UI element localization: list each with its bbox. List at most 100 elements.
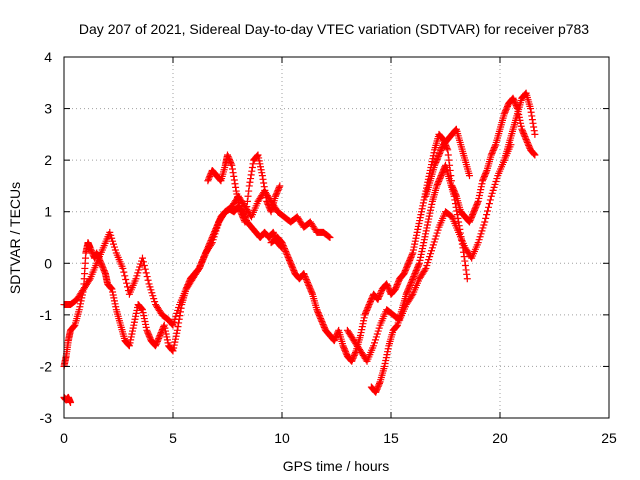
data-point — [480, 172, 488, 180]
y-tick-label: 2 — [44, 152, 52, 168]
data-point — [474, 199, 482, 207]
data-point — [204, 177, 212, 185]
data-point — [470, 208, 478, 216]
data-point — [127, 336, 135, 344]
data-point — [471, 205, 479, 213]
data-point — [285, 256, 293, 264]
data-point — [403, 262, 411, 270]
data-point — [484, 207, 492, 215]
data-point — [332, 332, 340, 340]
data-point — [467, 214, 475, 222]
data-point — [414, 262, 422, 270]
data-point — [460, 248, 468, 256]
data-point — [87, 245, 95, 253]
data-point — [302, 275, 310, 283]
data-point — [162, 330, 170, 338]
data-point — [263, 199, 271, 207]
data-point — [434, 179, 442, 187]
data-point — [210, 233, 218, 241]
data-point — [317, 316, 325, 324]
data-point — [263, 197, 271, 205]
data-point — [469, 211, 477, 219]
data-point — [138, 306, 146, 314]
data-point — [106, 228, 114, 236]
data-point — [109, 237, 117, 245]
data-point — [488, 189, 496, 197]
data-point — [145, 331, 153, 339]
data-point — [434, 226, 442, 234]
data-point — [375, 294, 383, 302]
data-point — [372, 333, 380, 341]
data-point — [431, 161, 439, 169]
data-point — [160, 323, 168, 331]
data-point — [142, 320, 150, 328]
data-point — [155, 334, 163, 342]
data-point — [148, 289, 156, 297]
data-point — [70, 323, 78, 331]
y-tick-label: -3 — [40, 410, 53, 426]
data-point — [151, 298, 159, 306]
data-point — [270, 230, 278, 238]
data-point — [417, 250, 425, 258]
data-point — [492, 178, 500, 186]
data-point — [433, 229, 441, 237]
data-point — [143, 273, 151, 281]
data-point — [404, 261, 412, 269]
data-point — [169, 321, 177, 329]
data-point — [288, 262, 296, 270]
x-tick-label: 25 — [601, 430, 617, 446]
data-point — [518, 125, 526, 133]
data-point — [248, 167, 256, 175]
data-point — [245, 187, 253, 195]
data-point — [124, 283, 132, 291]
data-point — [363, 305, 371, 313]
data-point — [522, 136, 530, 144]
data-point — [424, 259, 432, 267]
data-point — [490, 145, 498, 153]
data-point — [426, 253, 434, 261]
data-point — [404, 259, 412, 267]
data-point — [444, 146, 452, 154]
data-point — [510, 97, 518, 105]
data-point — [307, 287, 315, 295]
data-point — [477, 186, 485, 194]
data-point — [406, 256, 414, 264]
data-point — [140, 261, 148, 269]
data-point — [208, 239, 216, 247]
data-point — [418, 245, 426, 253]
data-point — [275, 183, 283, 191]
data-point — [433, 182, 441, 190]
data-point — [503, 104, 511, 112]
data-point — [409, 246, 417, 254]
data-point — [224, 151, 231, 159]
data-point — [164, 339, 172, 347]
data-point — [227, 160, 235, 168]
data-point — [470, 206, 478, 214]
data-point — [510, 96, 518, 104]
data-point — [429, 152, 437, 160]
data-point — [325, 233, 333, 241]
data-point — [257, 166, 265, 174]
data-point — [86, 244, 94, 252]
data-point — [342, 348, 350, 356]
data-point — [528, 112, 536, 120]
y-tick-label: 3 — [44, 101, 52, 117]
data-point — [93, 249, 101, 257]
data-point — [530, 123, 538, 131]
data-point — [393, 281, 401, 289]
data-point — [211, 230, 219, 238]
data-point — [489, 186, 497, 194]
data-point — [530, 150, 538, 158]
data-point — [407, 253, 415, 261]
data-point — [162, 327, 170, 335]
data-point — [479, 175, 487, 183]
data-point — [255, 154, 263, 162]
data-point — [87, 247, 95, 255]
data-point — [129, 324, 137, 332]
data-point — [383, 351, 391, 359]
data-point — [171, 315, 179, 323]
data-point — [403, 264, 411, 272]
data-point — [110, 243, 118, 251]
data-point — [461, 257, 469, 265]
y-tick-label: 1 — [44, 204, 52, 220]
